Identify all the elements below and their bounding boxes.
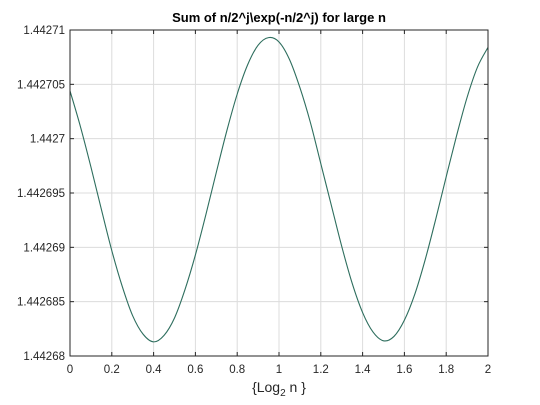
tick-marks: [69, 29, 489, 357]
x-tick-labels: 0 0.2 0.4 0.6 0.8 1 1.2 1.4 1.6 1.8 2: [67, 364, 491, 376]
x-axis-label-main: {Log: [252, 379, 280, 395]
x-tick-label: 1.4: [355, 364, 372, 376]
y-tick-label: 1.442695: [17, 188, 65, 200]
x-axis-label: {Log2 n }: [252, 379, 306, 399]
x-tick-label: 0.8: [229, 364, 245, 376]
x-axis-label-subscript: 2: [280, 388, 286, 399]
x-tick-label: 1.2: [313, 364, 329, 376]
x-tick-label: 1.8: [438, 364, 454, 376]
chart-title: Sum of n/2^j\exp(-n/2^j) for large n: [172, 10, 386, 25]
y-tick-labels: 1.44268 1.442685 1.44269 1.442695 1.4427 1.44…: [17, 25, 65, 363]
x-tick-label: 0: [67, 364, 73, 376]
x-tick-label: 0.6: [187, 364, 203, 376]
y-tick-label: 1.442685: [17, 297, 65, 309]
x-axis-label-tail: n }: [286, 379, 307, 395]
series-layer: [69, 36, 489, 343]
x-tick-label: 1: [276, 364, 282, 376]
x-tick-label: 0.4: [146, 364, 163, 376]
y-tick-label: 1.44269: [23, 242, 65, 254]
series-line: [69, 36, 489, 343]
x-tick-label: 1.6: [396, 364, 412, 376]
y-tick-label: 1.4427: [30, 134, 65, 146]
y-tick-label: 1.442705: [17, 79, 65, 91]
y-tick-label: 1.44268: [23, 351, 65, 363]
y-tick-label: 1.44271: [23, 25, 65, 37]
x-tick-label: 0.2: [104, 364, 120, 376]
x-tick-label: 2: [485, 364, 491, 376]
